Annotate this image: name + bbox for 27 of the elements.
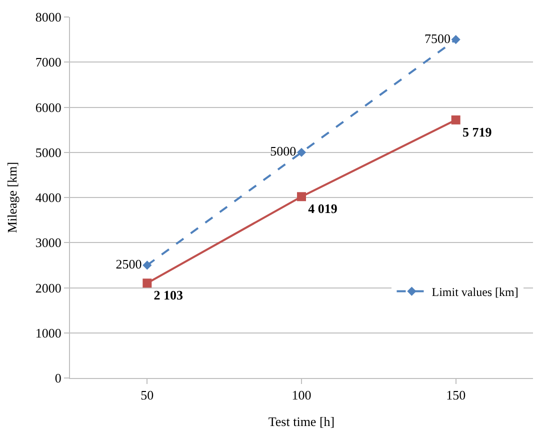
y-tick-label: 7000	[35, 54, 62, 70]
point	[296, 148, 306, 157]
x-tick-label: 100	[292, 388, 312, 403]
data-label: 7500	[424, 30, 450, 46]
y-tick-label: 4000	[35, 190, 62, 206]
point	[297, 192, 306, 202]
x-tick-label: 150	[446, 388, 466, 403]
y-tick-label: 8000	[35, 10, 62, 25]
data-label: 5 719	[462, 124, 492, 140]
y-tick-label: 1000	[35, 325, 62, 340]
data-label: 2500	[116, 256, 142, 272]
point	[142, 278, 152, 288]
data-label: 5000	[270, 144, 296, 159]
legend-label: Limit values [km]	[432, 284, 518, 299]
y-tick-label: 0	[54, 370, 62, 386]
x-tick-label: 50	[140, 388, 154, 403]
y-tick-label: 3000	[35, 235, 62, 250]
y-axis-title: Mileage [km]	[4, 162, 20, 234]
y-tick-label: 5000	[35, 144, 62, 160]
data-label: 2 103	[154, 287, 184, 302]
y-tick-label: 2000	[35, 280, 62, 296]
data-label: 4 019	[308, 201, 338, 216]
point	[142, 260, 152, 270]
point	[451, 115, 460, 124]
point	[451, 35, 460, 44]
x-axis-title: Test time [h]	[268, 414, 335, 430]
y-tick-label: 6000	[35, 100, 62, 115]
